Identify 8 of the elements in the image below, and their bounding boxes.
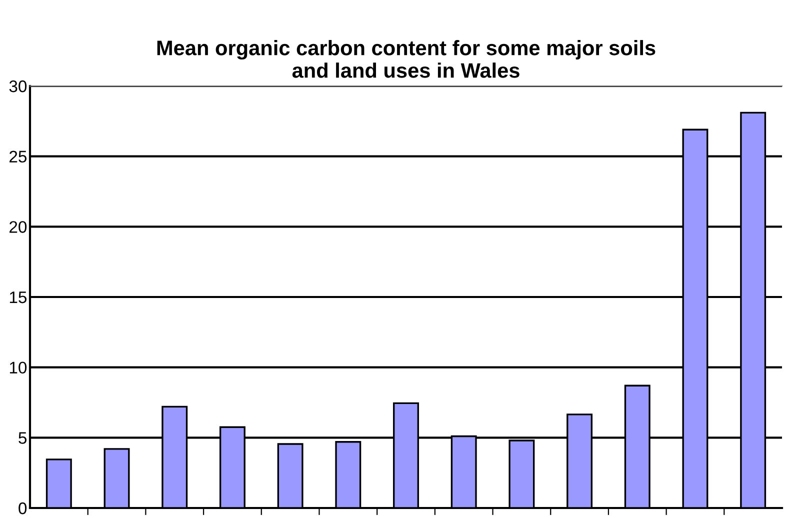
y-tick-label: 0 <box>18 502 27 514</box>
y-tick-label: 15 <box>10 292 27 304</box>
chart-title: Mean organic carbon content for some major soils and land uses in Wales <box>157 40 656 78</box>
y-tick-label: 10 <box>10 362 27 374</box>
y-tick-label: 20 <box>10 221 27 233</box>
y-tick-label: 5 <box>18 432 27 444</box>
y-tick-label: 25 <box>10 150 27 163</box>
y-tick-label: 30 <box>9 80 27 92</box>
